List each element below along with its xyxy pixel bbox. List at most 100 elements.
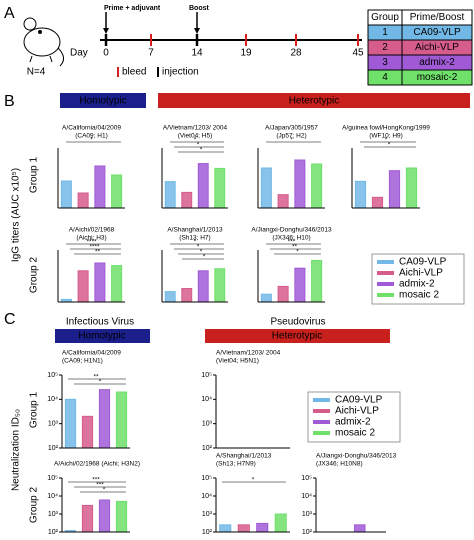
table-cell: 2 (382, 42, 388, 53)
sig-label: ** (93, 374, 99, 381)
y-tick-label: 10⁴ (201, 493, 212, 500)
homotypic-banner (60, 93, 146, 108)
day-number: 14 (191, 48, 203, 59)
bleed-label: bleed (122, 67, 146, 78)
bar (294, 267, 306, 303)
chart-title: A/guinea fowl/HongKong/1999 (342, 125, 430, 132)
bar (214, 268, 226, 303)
sig-label: * (200, 249, 203, 256)
y-tick-label: 10² (302, 529, 313, 536)
bar (388, 170, 401, 209)
mouse-label: N=4 (27, 67, 46, 78)
bar (164, 181, 176, 209)
y-axis-label: Neutralization ID₅₀ (11, 409, 22, 491)
timeline-label: Boost (189, 5, 210, 12)
bar (311, 163, 323, 209)
y-tick-label: 10⁴ (301, 493, 312, 500)
panel-letter: C (4, 311, 16, 328)
chart-title: (Viet04; H5) (178, 133, 213, 140)
group-label: Group 1 (29, 391, 40, 428)
table-cell: 4 (382, 72, 388, 83)
legend-label: CA09-VLP (335, 395, 383, 406)
chart-title: (Sh13; H7) (179, 235, 210, 242)
y-tick-label: 10⁴ (47, 493, 58, 500)
arrow-head (194, 28, 200, 34)
bar (77, 270, 89, 303)
timeline-label: Prime + adjuvant (104, 5, 161, 12)
legend-label: Aichi-VLP (399, 268, 443, 279)
chart-title: (WF10; H9) (369, 133, 403, 140)
sig-label: * (194, 137, 197, 144)
bar (294, 159, 306, 209)
table-cell: CA09-VLP (413, 27, 461, 38)
sig-label: ** (95, 249, 101, 256)
bar (237, 524, 250, 533)
chart-title: A/Aichi/02/1968 (69, 227, 115, 234)
table-row (367, 69, 473, 86)
chart-title: A/Jiangxi-Donghu/346/2013 (316, 453, 397, 460)
chart-title: A/California/04/2009 (62, 350, 121, 357)
chart-title: A/Japan/305/1957 (265, 125, 318, 132)
bar (115, 391, 128, 449)
bar (64, 398, 77, 449)
sig-label: * (385, 137, 388, 144)
bar (81, 504, 94, 533)
bar (115, 500, 128, 533)
bar (181, 287, 193, 303)
sig-label: * (290, 137, 293, 144)
legend-label: admix-2 (399, 279, 435, 290)
group-label: Group 2 (29, 256, 40, 293)
legend-label: Aichi-VLP (335, 406, 379, 417)
sig-label: * (197, 142, 200, 149)
table-cell: Aichi-VLP (415, 42, 459, 53)
homotypic-banner (55, 329, 150, 343)
sig-label: *** (92, 477, 100, 484)
table-header-cell: Group (371, 12, 399, 23)
y-tick-label: 10³ (302, 511, 313, 518)
arrow-head (103, 28, 109, 34)
day-number: 45 (352, 48, 364, 59)
legend-label: CA09-VLP (399, 257, 447, 268)
legend-label: mosaic 2 (399, 290, 439, 301)
panel-letter: B (4, 93, 15, 110)
legend-label: admix-2 (335, 417, 371, 428)
sig-label: * (197, 244, 200, 251)
chart-title: A/Vietnam/1203/ 2004 (163, 125, 228, 132)
group-label: Group 2 (29, 486, 40, 523)
bar (214, 167, 226, 209)
bar (60, 180, 72, 209)
banner-label: Heterotypic (272, 331, 323, 342)
chart-title: (CA09; H1N1) (62, 358, 103, 365)
bar (256, 522, 269, 533)
y-tick-label: 10⁵ (47, 475, 58, 482)
table-cell: 3 (382, 57, 388, 68)
bar (181, 191, 193, 209)
sig-label: * (388, 142, 391, 149)
sig-label: * (90, 137, 93, 144)
chart-title: A/Aichi/02/1968 (Aichi; H3N2) (54, 461, 140, 468)
y-tick-label: 10⁴ (201, 396, 212, 403)
y-tick-label: 10³ (48, 421, 59, 428)
chart-title: A/Vietnam/1203/ 2004 (216, 350, 281, 357)
bar (260, 293, 272, 303)
bar (98, 389, 111, 449)
bar (94, 262, 106, 303)
chart-title: (Sh13; H7N9) (216, 461, 256, 468)
chart-title: (Aichi; H3) (76, 235, 106, 242)
sig-label: * (99, 379, 102, 386)
banner-label: Homotypic (78, 331, 125, 342)
bar (81, 415, 94, 449)
bar (94, 165, 106, 209)
chart-title: A/California/04/2009 (62, 125, 121, 132)
group-label: Group 1 (29, 156, 40, 193)
chart-title: A/Jiangxi-Donghu/346/2013 (251, 227, 332, 234)
table-header-cell: Prime/Boost (410, 12, 465, 23)
section-label: Pseudovirus (270, 317, 325, 328)
y-tick-label: 10³ (202, 511, 213, 518)
sig-label: *** (288, 239, 296, 246)
chart-title: A/Shanghai/1/2013 (167, 227, 223, 234)
chart-title: (Jp57; H2) (276, 133, 306, 140)
y-tick-label: 10⁵ (201, 475, 212, 482)
sig-label: * (200, 147, 203, 154)
